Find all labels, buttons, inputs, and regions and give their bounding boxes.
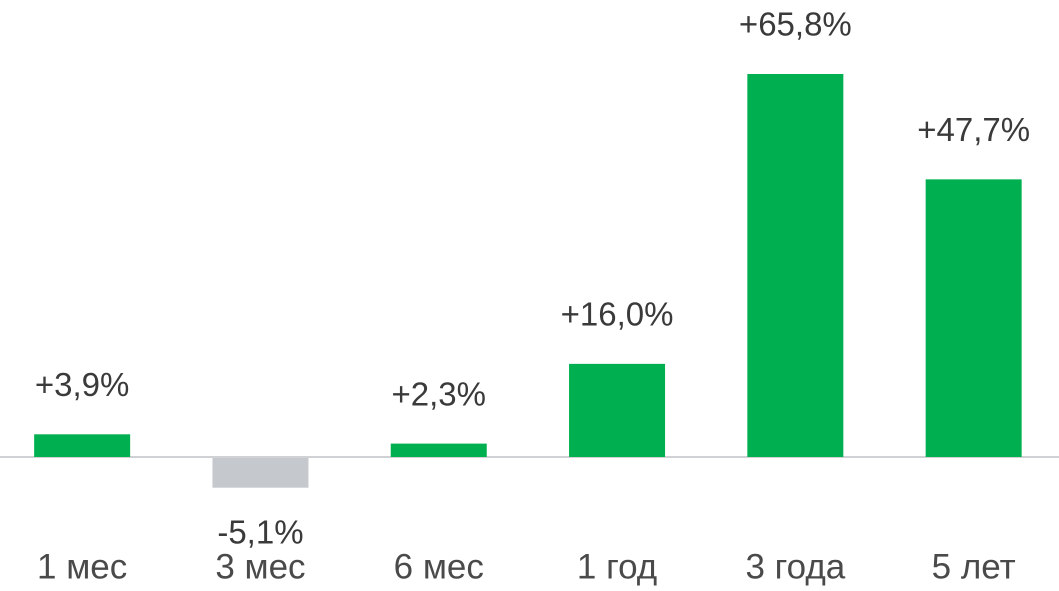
bar (34, 434, 131, 457)
bar (569, 363, 666, 457)
x-tick-label: 1 мес (37, 547, 127, 586)
bar (925, 179, 1022, 457)
x-tick-label: 3 мес (215, 547, 305, 586)
value-label: +2,3% (392, 375, 487, 412)
bar (390, 443, 487, 457)
x-tick-label: 6 мес (394, 547, 484, 586)
value-label: +47,7% (917, 111, 1030, 148)
value-label: -5,1% (217, 513, 303, 550)
value-label: +3,9% (35, 366, 130, 403)
value-label: +65,8% (739, 6, 852, 43)
x-tick-label: 5 лет (932, 547, 1016, 586)
bar (212, 458, 309, 488)
x-tick-label: 1 год (577, 547, 657, 586)
value-label: +16,0% (561, 296, 674, 333)
x-tick-label: 3 года (745, 547, 845, 586)
bar (747, 74, 844, 457)
